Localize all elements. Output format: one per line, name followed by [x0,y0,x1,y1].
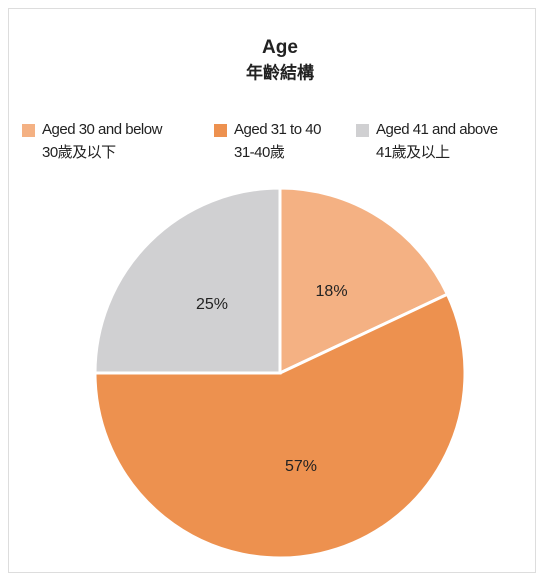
legend-label: Aged 31 to 40 [234,121,321,138]
data-label: 18% [316,283,348,300]
legend-label: Aged 30 and below [42,121,163,138]
chart-title: Age [262,37,298,58]
chart-subtitle: 年齡結構 [246,62,314,82]
data-label: 25% [196,296,228,313]
legend-swatch [214,124,227,137]
legend-swatch [22,124,35,137]
pie-slice [93,292,467,560]
pie-slice [93,186,282,375]
pie-slice [278,186,450,376]
legend-label-zh: 30歲及以下 [42,144,116,161]
legend-label-zh: 31-40歲 [234,144,285,161]
legend-swatch [356,124,369,137]
data-label: 57% [285,458,317,475]
legend-label: Aged 41 and above [376,121,498,138]
legend-label-zh: 41歲及以上 [376,144,450,161]
